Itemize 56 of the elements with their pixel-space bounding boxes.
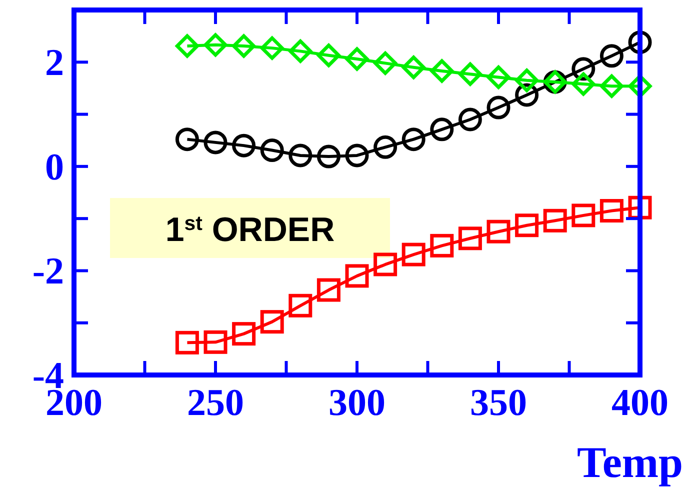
point <box>600 199 624 222</box>
point <box>402 56 426 80</box>
point <box>374 135 398 159</box>
point <box>486 66 510 90</box>
point <box>345 47 369 71</box>
y-tick-label: 0 <box>45 146 64 188</box>
x-tick-label: 250 <box>187 382 244 424</box>
point <box>572 204 596 228</box>
point <box>402 242 426 266</box>
y-tick-label: 2 <box>45 42 64 84</box>
point <box>175 34 199 58</box>
point <box>572 72 596 96</box>
point <box>316 278 340 302</box>
x-tick-label: 400 <box>612 382 668 424</box>
point <box>316 144 340 168</box>
point <box>288 294 312 318</box>
point <box>430 59 454 83</box>
point <box>345 144 369 168</box>
point <box>204 330 228 354</box>
point <box>204 33 228 57</box>
point <box>175 330 199 354</box>
point <box>458 62 482 86</box>
point <box>232 34 256 58</box>
x-tick-label: 300 <box>328 382 386 424</box>
point <box>600 74 624 98</box>
point <box>374 252 398 276</box>
point <box>345 264 369 288</box>
x-axis-title: Temp <box>577 438 683 487</box>
point <box>374 51 398 75</box>
point <box>543 208 567 232</box>
point <box>316 44 340 68</box>
point <box>260 36 284 60</box>
point <box>515 214 539 238</box>
annotation: 1$^{st}$ ORDER <box>165 211 335 249</box>
point <box>288 39 312 63</box>
point <box>260 310 284 334</box>
point <box>430 118 454 142</box>
point <box>486 96 510 120</box>
point <box>175 128 199 152</box>
point <box>260 138 284 162</box>
point <box>204 130 228 154</box>
x-tick-label: 350 <box>470 382 527 424</box>
point <box>458 226 482 250</box>
point <box>486 220 510 244</box>
point <box>288 144 312 168</box>
point <box>430 234 454 258</box>
point <box>628 196 652 220</box>
point <box>232 134 256 158</box>
point <box>628 74 652 98</box>
point <box>628 30 652 54</box>
point <box>600 44 624 68</box>
point <box>402 128 426 152</box>
y-tick-label: -2 <box>32 250 64 293</box>
point <box>232 322 256 346</box>
point <box>515 68 539 92</box>
point <box>458 108 482 132</box>
